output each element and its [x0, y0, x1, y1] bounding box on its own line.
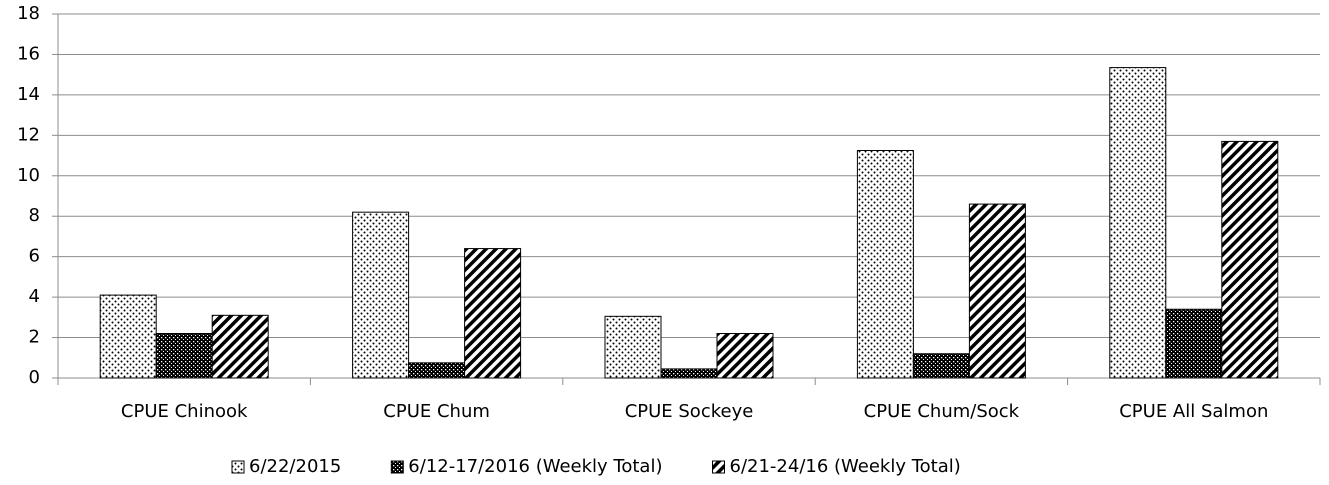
bar	[1221, 140, 1279, 379]
bar	[155, 333, 213, 379]
bar	[211, 314, 269, 379]
bar	[968, 203, 1026, 379]
y-tick-label: 4	[29, 286, 40, 307]
legend-swatch	[390, 460, 404, 474]
y-tick-label: 6	[29, 246, 40, 267]
legend-label: 6/12-17/2016 (Weekly Total)	[408, 456, 662, 477]
legend-label: 6/21-24/16 (Weekly Total)	[730, 456, 961, 477]
y-tick-label: 8	[29, 205, 40, 226]
bar	[856, 150, 914, 379]
bar	[408, 362, 466, 379]
y-tick-label: 0	[29, 367, 40, 388]
bar	[352, 211, 410, 379]
y-tick-label: 14	[17, 84, 40, 105]
legend-label: 6/22/2015	[249, 456, 341, 477]
legend-swatch	[712, 460, 725, 474]
x-tick-label: CPUE Chum	[383, 401, 490, 422]
bar	[912, 353, 970, 379]
y-tick-label: 12	[17, 124, 40, 145]
bar	[1109, 67, 1167, 379]
bar	[99, 294, 157, 379]
bar	[464, 248, 522, 379]
bar	[1165, 308, 1223, 379]
y-tick-label: 18	[17, 3, 40, 24]
y-tick-label: 2	[29, 327, 40, 348]
bar	[604, 315, 662, 379]
legend-swatch	[231, 460, 245, 474]
y-tick-label: 16	[17, 43, 40, 64]
x-tick-label: CPUE Sockeye	[625, 401, 754, 422]
x-tick-label: CPUE Chum/Sock	[864, 401, 1020, 422]
y-tick-label: 10	[17, 165, 40, 186]
bar	[716, 333, 774, 379]
x-tick-label: CPUE Chinook	[121, 401, 248, 422]
x-tick-label: CPUE All Salmon	[1119, 401, 1268, 422]
bar	[660, 368, 718, 379]
